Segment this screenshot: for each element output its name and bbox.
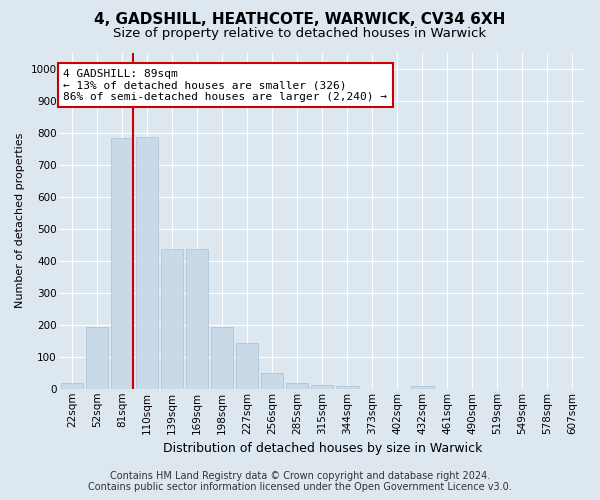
Bar bbox=[186, 250, 208, 389]
Bar bbox=[336, 386, 359, 389]
Bar bbox=[111, 138, 133, 389]
Bar bbox=[136, 138, 158, 389]
Bar bbox=[236, 343, 259, 389]
Text: Size of property relative to detached houses in Warwick: Size of property relative to detached ho… bbox=[113, 28, 487, 40]
Bar bbox=[411, 386, 434, 389]
X-axis label: Distribution of detached houses by size in Warwick: Distribution of detached houses by size … bbox=[163, 442, 482, 455]
Text: 4 GADSHILL: 89sqm
← 13% of detached houses are smaller (326)
86% of semi-detache: 4 GADSHILL: 89sqm ← 13% of detached hous… bbox=[63, 68, 387, 102]
Bar bbox=[261, 373, 283, 389]
Y-axis label: Number of detached properties: Number of detached properties bbox=[15, 133, 25, 308]
Bar bbox=[61, 383, 83, 389]
Bar bbox=[311, 385, 334, 389]
Bar bbox=[161, 250, 184, 389]
Text: 4, GADSHILL, HEATHCOTE, WARWICK, CV34 6XH: 4, GADSHILL, HEATHCOTE, WARWICK, CV34 6X… bbox=[94, 12, 506, 28]
Bar bbox=[86, 327, 108, 389]
Bar bbox=[286, 383, 308, 389]
Bar bbox=[211, 328, 233, 389]
Text: Contains HM Land Registry data © Crown copyright and database right 2024.
Contai: Contains HM Land Registry data © Crown c… bbox=[88, 471, 512, 492]
